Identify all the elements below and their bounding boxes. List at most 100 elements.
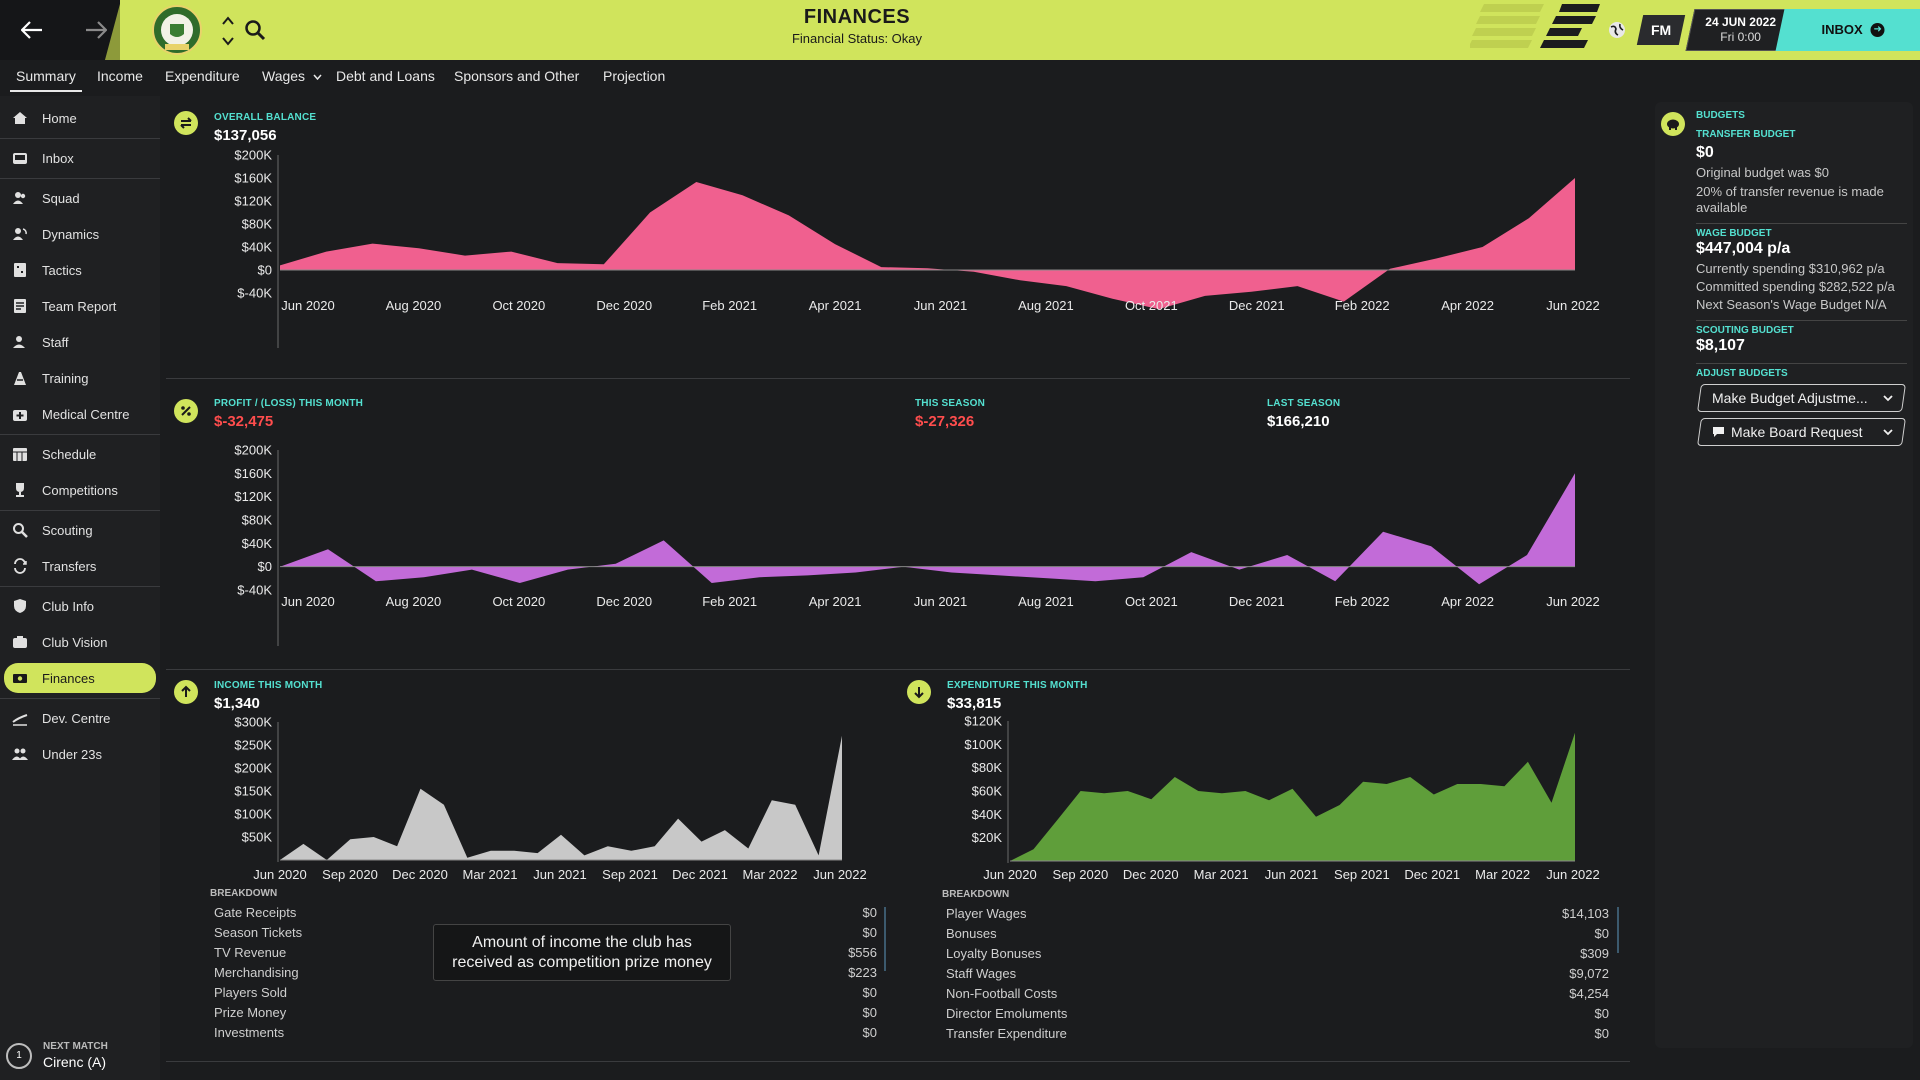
club-crest-icon[interactable] <box>150 4 204 56</box>
sidebar-item-inbox[interactable]: Inbox <box>0 143 160 173</box>
wage-next-season: Next Season's Wage Budget N/A <box>1696 297 1887 312</box>
breakdown-row[interactable]: TV Revenue $556 <box>214 945 877 963</box>
breakdown-row[interactable]: Investments $0 <box>214 1025 877 1043</box>
make-board-request-label: Make Board Request <box>1731 424 1863 440</box>
sidebar-item-label: Competitions <box>42 482 118 498</box>
sidebar-item-staff[interactable]: Staff <box>0 327 160 357</box>
sidebar-item-tactics[interactable]: Tactics <box>0 255 160 285</box>
sidebar-item-home[interactable]: Home <box>0 103 160 133</box>
x-tick-label: Jun 2022 <box>1546 594 1600 609</box>
breakdown-row[interactable]: Non-Football Costs $4,254 <box>946 986 1609 1004</box>
expenditure-chart[interactable]: $120K $100K $80K $60K $40K $20K Jun 2020 Sep 20… <box>920 710 1620 890</box>
breakdown-item-name: Gate Receipts <box>214 905 297 920</box>
tab-sponsors-and-other[interactable]: Sponsors and Other <box>454 68 580 84</box>
x-tick-label: Jun 2022 <box>1546 867 1600 882</box>
fm-menu-button[interactable]: FM <box>1636 15 1686 45</box>
sidebar-item-club-vision[interactable]: Club Vision <box>0 627 160 657</box>
sidebar-item-team-report[interactable]: Team Report <box>0 291 160 321</box>
make-board-request-button[interactable]: Make Board Request <box>1697 418 1906 446</box>
chevron-down-icon <box>1883 394 1893 401</box>
sidebar-divider <box>0 178 160 179</box>
sidebar-item-schedule[interactable]: Schedule <box>0 439 160 469</box>
sidebar-item-dynamics[interactable]: Dynamics <box>0 219 160 249</box>
y-tick-label: $300K <box>234 715 272 730</box>
tab-income[interactable]: Income <box>97 68 143 84</box>
sidebar-item-finances[interactable]: Finances <box>4 663 156 693</box>
inbox-continue-button[interactable]: INBOX ➜ <box>1775 9 1920 51</box>
next-match[interactable]: 1 NEXT MATCH Cirenc (A) <box>6 1041 156 1077</box>
breakdown-row[interactable]: Bonuses $0 <box>946 926 1609 944</box>
income-chart[interactable]: $300K $250K $200K $150K $100K $50K Jun 2020 Sep… <box>190 710 890 890</box>
y-tick-label: $80K <box>242 513 273 528</box>
sidebar-divider <box>0 510 160 511</box>
overall-balance-value: $137,056 <box>214 127 277 144</box>
sidebar-item-training[interactable]: Training <box>0 363 160 393</box>
breakdown-row[interactable]: Prize Money $0 <box>214 1005 877 1023</box>
sidebar-item-club-info[interactable]: Club Info <box>0 591 160 621</box>
breakdown-row[interactable]: Players Sold $0 <box>214 985 877 1003</box>
sidebar-item-medical-centre[interactable]: Medical Centre <box>0 399 160 429</box>
breakdown-row[interactable]: Merchandising $223 <box>214 965 877 983</box>
club-switch-arrows-icon[interactable] <box>222 16 234 46</box>
profit-month-value: $-32,475 <box>214 413 274 430</box>
x-tick-label: Dec 2020 <box>1123 867 1179 882</box>
sidebar-item-under-23s[interactable]: Under 23s <box>0 739 160 769</box>
sidebar-item-competitions[interactable]: Competitions <box>0 475 160 505</box>
tab-projection[interactable]: Projection <box>603 68 666 84</box>
breakdown-row[interactable]: Transfer Expenditure $0 <box>946 1026 1609 1044</box>
sidebar-item-label: Medical Centre <box>42 406 130 422</box>
sidebar-item-scouting[interactable]: Scouting <box>0 515 160 545</box>
back-arrow-icon[interactable] <box>16 14 48 46</box>
income-month-value: $1,340 <box>214 695 260 712</box>
last-season-label: LAST SEASON <box>1267 398 1341 409</box>
overall-balance-chart[interactable]: $200K $160K $120K $80K $40K $0 $-40K Jun 2020 Au… <box>190 145 1620 355</box>
breakdown-item-name: Loyalty Bonuses <box>946 946 1042 961</box>
breakdown-item-value: $4,254 <box>1569 986 1609 1001</box>
search-icon[interactable] <box>244 19 266 41</box>
x-tick-label: Mar 2021 <box>1194 867 1249 882</box>
breakdown-row[interactable]: Staff Wages $9,072 <box>946 966 1609 984</box>
training-icon <box>14 372 26 385</box>
expenditure-breakdown-title: BREAKDOWN <box>942 889 1010 900</box>
make-budget-adjustment-button[interactable]: Make Budget Adjustme... <box>1697 384 1906 412</box>
income-breakdown-scrollbar[interactable] <box>884 907 886 971</box>
y-tick-label: $150K <box>234 784 272 799</box>
y-tick-label: $80K <box>972 760 1003 775</box>
dynamics-icon <box>13 228 27 240</box>
x-tick-label: Sep 2021 <box>602 867 658 882</box>
breakdown-row[interactable]: Loyalty Bonuses $309 <box>946 946 1609 964</box>
shield-icon <box>14 599 26 613</box>
overall-balance-label: OVERALL BALANCE <box>214 112 317 123</box>
adjust-budgets-label: ADJUST BUDGETS <box>1696 368 1788 379</box>
income-breakdown-title: BREAKDOWN <box>210 888 278 899</box>
profit-loss-chart[interactable]: $200K $160K $120K $80K $40K $0 $-40K Jun 2020 Au… <box>190 436 1620 651</box>
header-stripes-decoration <box>1470 4 1600 48</box>
profit-month-label: PROFIT / (LOSS) THIS MONTH <box>214 398 364 409</box>
sidebar-divider <box>0 698 160 699</box>
y-tick-label: $160K <box>234 171 272 186</box>
breakdown-row[interactable]: Player Wages $14,103 <box>946 906 1609 924</box>
dev-centre-icon <box>12 714 28 726</box>
sidebar-item-squad[interactable]: Squad <box>0 183 160 213</box>
tab-summary[interactable]: Summary <box>10 68 82 92</box>
breakdown-row[interactable]: Director Emoluments $0 <box>946 1006 1609 1024</box>
sidebar-item-dev-centre[interactable]: Dev. Centre <box>0 703 160 733</box>
breakdown-row[interactable]: Season Tickets $0 <box>214 925 877 943</box>
under23-icon <box>12 748 28 760</box>
fm-label: FM <box>1650 22 1672 38</box>
breakdown-item-name: Player Wages <box>946 906 1027 921</box>
tab-debt-and-loans[interactable]: Debt and Loans <box>336 68 435 84</box>
sidebar-item-transfers[interactable]: Transfers <box>0 551 160 581</box>
breakdown-row[interactable]: Gate Receipts $0 <box>214 905 877 923</box>
forward-arrow-icon[interactable] <box>80 14 112 46</box>
current-date: 24 JUN 2022 <box>1705 15 1776 29</box>
world-globe-icon[interactable] <box>1606 19 1628 41</box>
x-tick-label: Oct 2020 <box>492 298 545 313</box>
x-tick-label: Jun 2021 <box>914 298 968 313</box>
tab-expenditure[interactable]: Expenditure <box>165 68 240 84</box>
expenditure-breakdown-scrollbar[interactable] <box>1617 907 1619 953</box>
squad-icon <box>13 192 26 204</box>
tab-wages[interactable]: Wages <box>262 68 322 84</box>
this-season-label: THIS SEASON <box>915 398 985 409</box>
wage-budget-label: WAGE BUDGET <box>1696 228 1772 239</box>
